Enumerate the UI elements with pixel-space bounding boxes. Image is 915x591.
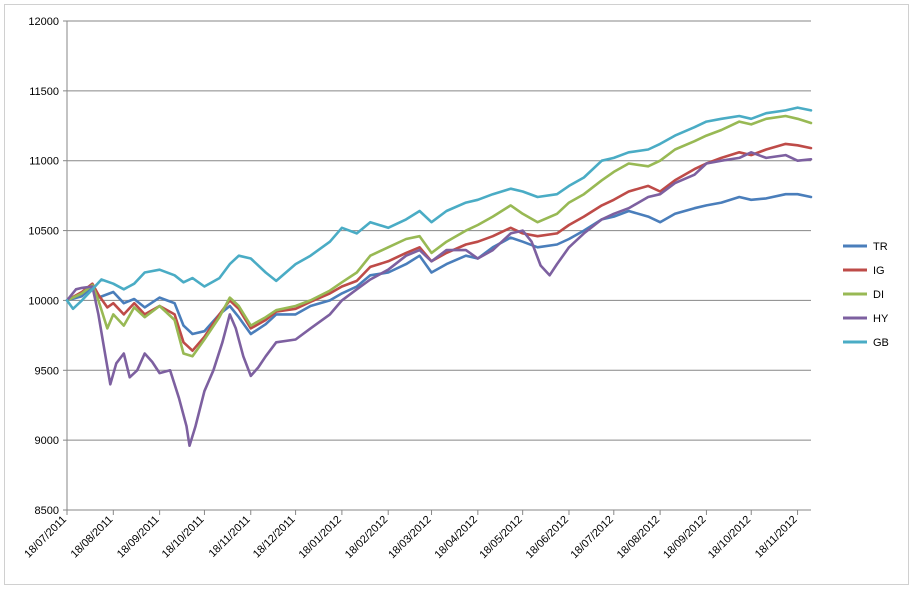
legend-label-ig: IG [873,265,885,277]
series-line-hy [65,151,813,448]
legend-label-hy: HY [873,313,889,325]
x-tick-label: 18/07/2012 [568,514,615,561]
y-tick-label: 9500 [35,365,59,377]
y-tick-label: 10500 [28,226,59,238]
x-tick-label: 18/01/2012 [297,514,344,561]
x-tick-label: 18/06/2012 [524,514,571,561]
y-tick-label: 10000 [28,295,59,307]
x-tick-label: 18/10/2012 [706,514,753,561]
x-tick-label: 18/05/2012 [477,514,524,561]
x-tick-label: 18/11/2011 [207,514,253,560]
x-tick-label: 18/12/2011 [251,514,298,561]
series-line-tr [65,192,813,336]
x-tick-label: 18/08/2012 [615,514,662,561]
x-tick-label: 18/10/2011 [160,514,207,561]
x-tick-label: 18/07/2011 [22,514,69,561]
y-tick-label: 9000 [35,435,59,447]
y-tick-label: 11500 [29,86,59,98]
series-line-di [65,114,813,358]
x-tick-label: 18/09/2011 [115,514,162,561]
x-axis: 18/07/2011 18/08/2011 18/09/201118/10/2011… [22,509,811,561]
legend-label-di: DI [873,289,884,301]
y-tick-label: 8500 [35,505,59,517]
series-lines [65,106,813,448]
y-tick-label: 11000 [29,156,59,168]
x-tick-label: 18/03/2012 [386,514,433,561]
x-tick-label: 18/04/2012 [433,514,480,561]
x-tick-label: 18/09/2012 [661,514,708,561]
series-line-gb [65,106,813,311]
x-tick-label: 18/11/2012 [753,514,800,561]
legend-label-gb: GB [873,337,889,349]
gridlines [67,20,811,511]
x-tick-label: 18/08/2011 [69,514,116,561]
line-chart: 8500 9000 9500 10000 10500 11000 11500 12000 18… [22,16,889,561]
x-tick-label: 18/02/2012 [343,514,390,561]
chart-frame: 8500 9000 9500 10000 10500 11000 11500 12000 18… [4,4,909,585]
legend: TR IG DI HY GB [843,241,889,349]
y-tick-label: 12000 [28,16,59,28]
y-axis: 8500 9000 9500 10000 10500 11000 11500 12000 [28,16,68,517]
legend-label-tr: TR [873,241,888,253]
